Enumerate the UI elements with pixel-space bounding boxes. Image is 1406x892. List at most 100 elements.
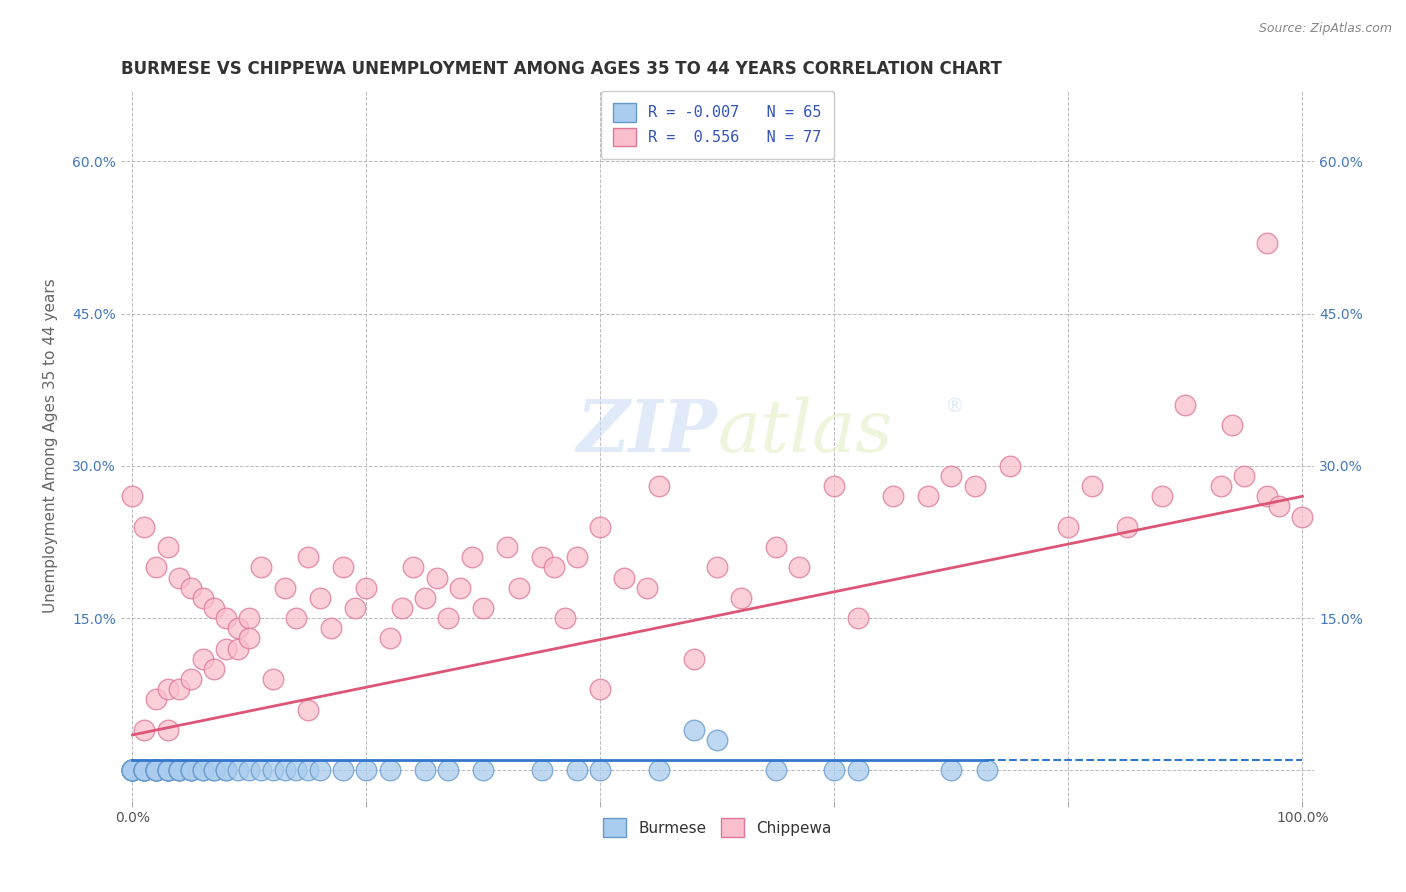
Point (121, 764, 143, 778)
Point (226, 641, 249, 656)
Point (134, 764, 156, 778)
Point (202, 601, 225, 615)
Point (285, 611, 308, 625)
Point (273, 764, 295, 778)
Point (1256, 235, 1278, 250)
Point (145, 764, 167, 778)
Point (648, 764, 671, 778)
Point (145, 560, 167, 574)
Point (1291, 509, 1313, 524)
Point (530, 764, 553, 778)
Point (285, 764, 308, 778)
Point (683, 723, 706, 737)
Point (1116, 520, 1139, 534)
Point (308, 764, 330, 778)
Y-axis label: Unemployment Among Ages 35 to 44 years: Unemployment Among Ages 35 to 44 years (44, 278, 58, 613)
Point (613, 570, 636, 584)
Point (238, 764, 260, 778)
Point (823, 764, 845, 778)
Point (589, 520, 612, 534)
Point (402, 560, 425, 574)
Point (191, 591, 214, 605)
Point (121, 764, 143, 778)
Point (765, 764, 787, 778)
Point (472, 601, 495, 615)
Point (1209, 479, 1232, 493)
Point (134, 520, 156, 534)
Point (250, 560, 273, 574)
Point (378, 632, 401, 646)
Point (215, 641, 238, 656)
Point (846, 764, 869, 778)
Point (180, 581, 202, 595)
Point (461, 550, 484, 565)
Point (167, 570, 190, 584)
Point (1150, 489, 1173, 503)
Point (823, 479, 845, 493)
Point (530, 550, 553, 565)
Point (238, 632, 260, 646)
Point (180, 764, 202, 778)
Point (789, 560, 811, 574)
Point (215, 764, 238, 778)
Point (356, 764, 378, 778)
Point (202, 764, 225, 778)
Point (356, 581, 378, 595)
Point (472, 764, 495, 778)
Point (167, 764, 190, 778)
Point (706, 560, 728, 574)
Point (1220, 418, 1243, 433)
Point (413, 591, 436, 605)
Point (262, 672, 284, 686)
Point (145, 692, 167, 706)
Point (250, 764, 273, 778)
Point (332, 560, 354, 574)
Point (180, 764, 202, 778)
Point (332, 764, 354, 778)
Point (156, 723, 179, 737)
Point (882, 489, 904, 503)
Point (449, 581, 471, 595)
Point (413, 764, 436, 778)
Point (145, 764, 167, 778)
Point (297, 550, 319, 565)
Point (156, 682, 179, 697)
Point (917, 489, 939, 503)
Point (167, 764, 190, 778)
Point (202, 662, 225, 676)
Point (437, 611, 460, 625)
Point (543, 560, 565, 574)
Point (963, 479, 986, 493)
Point (321, 621, 343, 635)
Point (1174, 398, 1197, 412)
Point (976, 764, 998, 778)
Point (941, 469, 963, 483)
Point (156, 764, 179, 778)
Point (273, 581, 295, 595)
Point (134, 764, 156, 778)
Point (167, 764, 190, 778)
Point (508, 581, 530, 595)
Point (121, 764, 143, 778)
Point (145, 764, 167, 778)
Point (238, 611, 260, 625)
Point (1081, 479, 1104, 493)
Point (308, 591, 330, 605)
Point (121, 764, 143, 778)
Text: atlas: atlas (717, 396, 893, 467)
Point (297, 764, 319, 778)
Text: Source: ZipAtlas.com: Source: ZipAtlas.com (1258, 22, 1392, 36)
Text: ZIP: ZIP (576, 396, 717, 467)
Point (215, 611, 238, 625)
Point (134, 764, 156, 778)
Point (156, 764, 179, 778)
Point (134, 764, 156, 778)
Point (134, 723, 156, 737)
Point (191, 764, 214, 778)
Point (378, 764, 401, 778)
Point (180, 672, 202, 686)
Point (565, 550, 588, 565)
Point (121, 764, 143, 778)
Point (167, 682, 190, 697)
Point (191, 652, 214, 666)
